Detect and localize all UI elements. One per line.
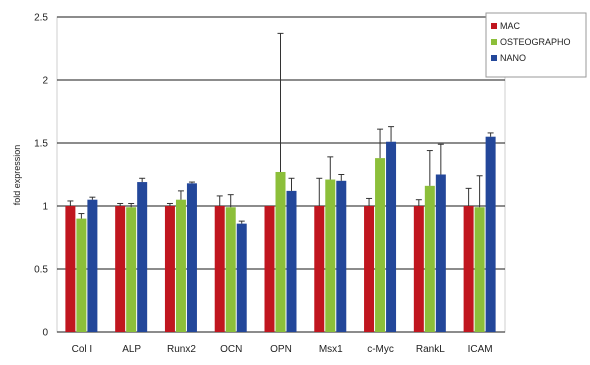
bars [65, 136, 496, 332]
x-category-label: ALP [122, 344, 141, 355]
legend: MAC OSTEOGRAPHO NANO [485, 12, 587, 78]
x-category-label: c-Myc [367, 344, 394, 355]
y-tick-label: 0 [42, 328, 48, 339]
bar-osteographo-col-i [76, 218, 87, 332]
y-tick-label: 2.5 [34, 13, 48, 24]
y-tick-label: 1.5 [34, 139, 48, 150]
bar-osteographo-icam [474, 207, 485, 332]
y-tick-label: 1 [42, 202, 48, 213]
y-tick-label: 2 [42, 76, 48, 87]
x-category-label: OCN [220, 344, 242, 355]
bar-nano-rankl [435, 174, 446, 332]
bar-osteographo-alp [126, 207, 137, 332]
x-category-label: Runx2 [167, 344, 196, 355]
legend-label: MAC [500, 21, 521, 31]
bar-mac-runx2 [164, 206, 175, 332]
legend-swatch [491, 55, 497, 61]
bar-nano-alp [137, 182, 148, 332]
legend-swatch [491, 39, 497, 45]
x-category-label: Col I [72, 344, 93, 355]
y-tick-label: 0.5 [34, 265, 48, 276]
x-category-label: OPN [270, 344, 292, 355]
x-category-label: Msx1 [319, 344, 343, 355]
y-axis-ticks: 0 0.5 1 1.5 2 2.5 [34, 13, 48, 339]
y-axis-label: fold expression [12, 145, 22, 206]
bar-nano-c-myc [386, 141, 397, 332]
legend-label: OSTEOGRAPHO [500, 37, 571, 47]
legend-label: NANO [500, 53, 526, 63]
bar-osteographo-opn [275, 171, 286, 332]
bar-mac-opn [264, 206, 275, 332]
bar-nano-icam [485, 136, 496, 332]
bar-nano-msx1 [336, 180, 347, 332]
bar-nano-runx2 [186, 183, 197, 332]
bar-nano-opn [286, 190, 297, 332]
bar-mac-c-myc [364, 206, 375, 332]
legend-swatch [491, 23, 497, 29]
bar-mac-msx1 [314, 206, 325, 332]
legend-box [485, 12, 587, 78]
bar-osteographo-rankl [424, 185, 435, 332]
bar-mac-col-i [65, 206, 76, 332]
bar-mac-alp [115, 206, 126, 332]
x-category-label: RankL [416, 344, 445, 355]
bar-nano-col-i [87, 199, 98, 332]
bar-mac-rankl [413, 206, 424, 332]
bar-nano-ocn [236, 223, 247, 332]
bar-osteographo-msx1 [325, 179, 336, 332]
bar-mac-icam [463, 206, 474, 332]
error-bars [67, 32, 494, 224]
bar-osteographo-c-myc [375, 158, 386, 332]
bar-osteographo-runx2 [175, 199, 186, 332]
x-axis-categories: Col I ALP Runx2 OCN OPN Msx1 c-Myc RankL ICAM [72, 344, 493, 355]
bar-mac-ocn [214, 206, 225, 332]
bar-osteographo-ocn [225, 207, 236, 332]
x-category-label: ICAM [468, 344, 493, 355]
